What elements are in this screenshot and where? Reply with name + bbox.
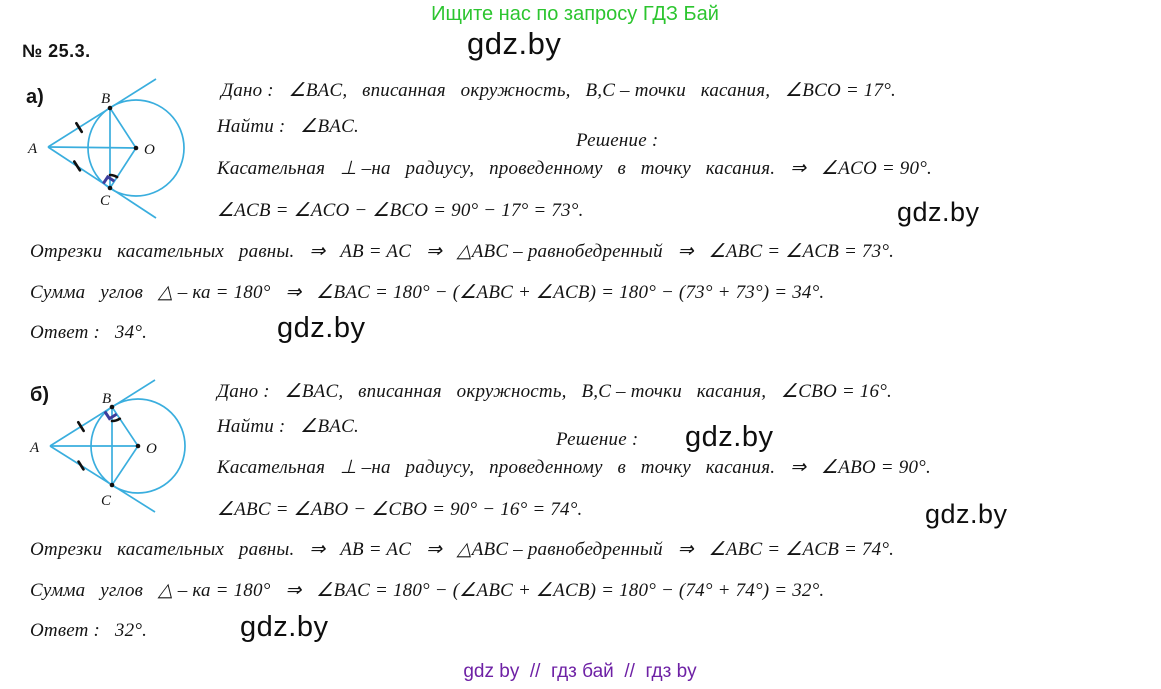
diagram-a: A B C O (27, 78, 185, 219)
label-b: B (102, 391, 111, 407)
tick-mark-ab (76, 420, 85, 433)
tangent-line-ab (47, 78, 157, 148)
label-a: A (29, 440, 40, 456)
point-c (109, 482, 115, 488)
segments-rule-a: Отрезки касательных равны. ⇒ AB = AC ⇒ △… (30, 241, 895, 262)
angle-calc-b: ∠ABC = ∠ABO − ∠CBO = 90° − 16° = 74°. (217, 499, 583, 520)
header-search-query: Ищите нас по запросу ГДЗ Бай (431, 3, 719, 25)
footer-site-links: gdz by // гдз бай // гдз by (463, 661, 697, 682)
point-o (135, 443, 141, 449)
angle-calc-a: ∠ACB = ∠ACO − ∠BCO = 90° − 17° = 73°. (217, 200, 584, 221)
right-angle-mark-b (103, 410, 118, 421)
label-o: O (144, 142, 155, 158)
problem-number: № 25.3. (22, 41, 91, 61)
radius-co (111, 445, 139, 486)
watermark-b-solution: gdz.by (685, 421, 774, 453)
watermark-top: gdz.by (467, 26, 562, 61)
find-line-b: Найти : ∠BAC. (217, 416, 359, 437)
tick-mark-ac (72, 160, 82, 172)
solution-heading-a: Решение : (576, 130, 659, 151)
label-c: C (101, 493, 112, 509)
label-b: B (101, 91, 110, 107)
point-b (107, 105, 113, 111)
tangent-line-ab (49, 379, 156, 447)
sum-rule-a: Сумма углов △ – ка = 180° ⇒ ∠BAC = 180° … (30, 282, 825, 303)
label-o: O (146, 441, 157, 457)
diagram-b: A B C O (29, 379, 186, 513)
watermark-a-answer: gdz.by (277, 312, 366, 344)
tick-mark-ab (75, 121, 84, 134)
watermark-a-right: gdz.by (897, 197, 980, 227)
tangent-line-ac (47, 146, 157, 219)
segments-rule-b: Отрезки касательных равны. ⇒ AB = AC ⇒ △… (30, 539, 895, 560)
right-angle-mark-c (102, 174, 116, 185)
angle-bco-arc (108, 173, 119, 179)
tangent-rule-a: Касательная ⊥ –на радиусу, проведенному … (217, 158, 932, 179)
watermark-b-right: gdz.by (925, 499, 1008, 529)
label-a: A (27, 141, 38, 157)
point-b (109, 404, 115, 410)
radius-bo (109, 107, 137, 149)
label-c: C (100, 193, 111, 209)
tangent-rule-b: Касательная ⊥ –на радиусу, проведенному … (217, 457, 931, 478)
find-line-a: Найти : ∠BAC. (217, 116, 359, 137)
answer-line-b: Ответ : 32°. (30, 620, 148, 641)
solution-heading-b: Решение : (556, 429, 639, 450)
part-a-label: а) (26, 86, 44, 108)
tangent-line-ac (49, 445, 156, 513)
answer-line-a: Ответ : 34°. (30, 322, 148, 343)
segment-ao (47, 146, 137, 149)
part-b-label: б) (30, 384, 50, 406)
watermark-b-answer: gdz.by (240, 611, 329, 643)
tick-mark-ac (77, 460, 85, 471)
given-line-b: Дано : ∠BAC, вписанная окружность, B,C –… (217, 381, 892, 402)
point-o (133, 145, 139, 151)
point-c (107, 185, 113, 191)
sum-rule-b: Сумма углов △ – ка = 180° ⇒ ∠BAC = 180° … (30, 580, 825, 601)
angle-cbo-arc (110, 417, 122, 423)
radius-bo (111, 406, 139, 447)
given-line-a: Дано : ∠BAC, вписанная окружность, B,C –… (221, 80, 896, 101)
